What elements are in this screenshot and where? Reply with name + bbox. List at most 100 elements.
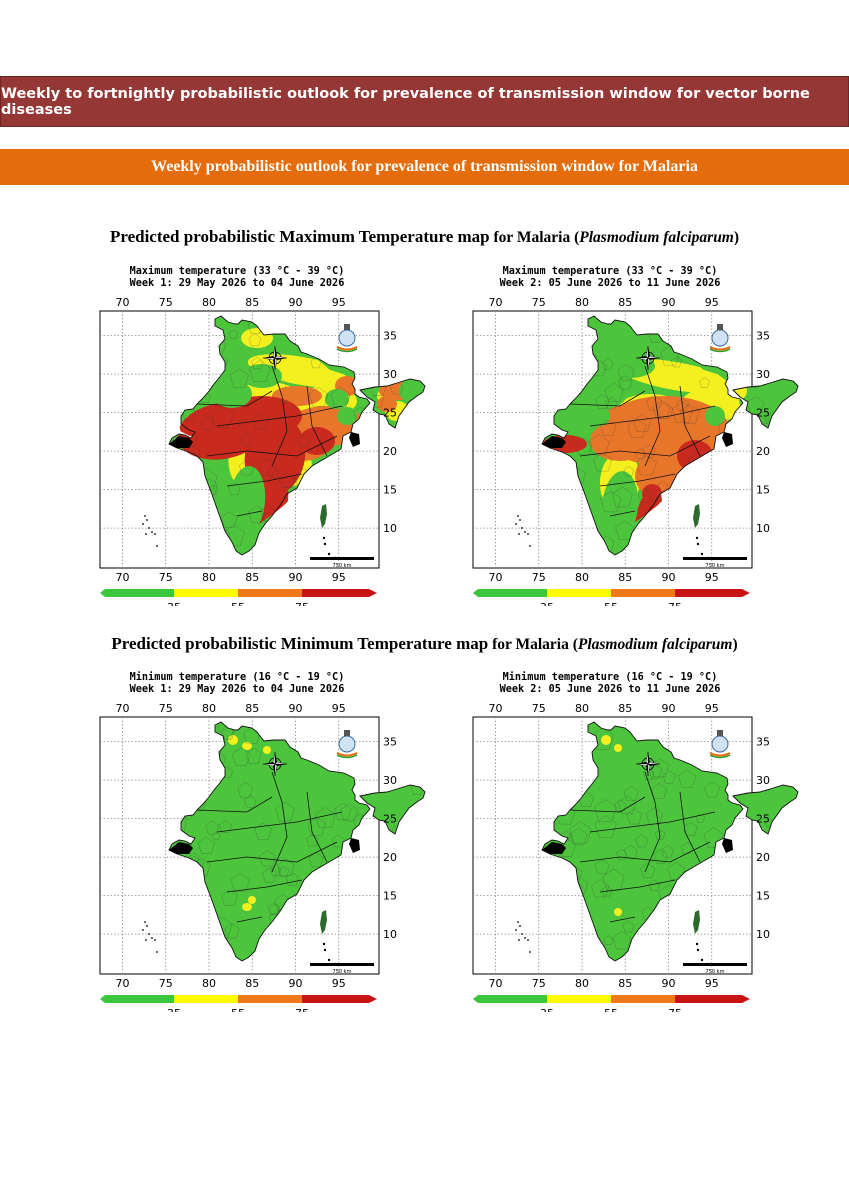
colorbar-segment (238, 995, 302, 1003)
lat-tick-right: 25 (756, 813, 770, 826)
scale-bar: 750 km (683, 557, 747, 569)
lon-tick-bottom: 70 (115, 571, 129, 584)
colorbar-segment (105, 589, 174, 597)
map-figure: 750 km7070757580808585909095953535303025… (472, 296, 799, 606)
imd-logo-icon (336, 324, 358, 353)
map-title-line2: Week 1: 29 May 2026 to 04 June 2026 (129, 278, 345, 289)
lon-tick-bottom: 75 (159, 571, 173, 584)
scale-bar-label: 750 km (333, 969, 352, 975)
map-title-line1: Maximum temperature (33 °C - 39 °C) (502, 266, 718, 277)
map-figure: 750 km7070757580808585909095953535303025… (99, 296, 426, 606)
lon-tick-top: 90 (661, 702, 675, 715)
lat-tick-right: 20 (756, 851, 770, 864)
lat-tick-right: 30 (383, 368, 397, 381)
lon-tick-top: 95 (332, 702, 346, 715)
map-title-line2: Week 2: 05 June 2026 to 11 June 2026 (499, 684, 721, 695)
colorbar-label: 55 (604, 601, 618, 606)
colorbar-segment (547, 995, 611, 1003)
lon-tick-top: 75 (159, 702, 173, 715)
lat-tick-right: 20 (383, 851, 397, 864)
scale-bar: 750 km (310, 963, 374, 975)
lat-tick-right: 15 (383, 890, 397, 903)
colorbar: 35 55 75 (100, 589, 377, 606)
map-title: Minimum temperature (16 °C - 19 °C) Week … (97, 672, 377, 696)
lat-tick-right: 20 (383, 445, 397, 458)
colorbar-label: 55 (231, 601, 245, 606)
north-arrow-icon (635, 345, 661, 371)
north-arrow-icon (262, 345, 288, 371)
imd-logo-icon (336, 730, 358, 759)
islands (515, 504, 710, 560)
lon-tick-bottom: 80 (575, 571, 589, 584)
lon-tick-top: 80 (575, 296, 589, 309)
lon-tick-top: 90 (288, 296, 302, 309)
lat-tick-right: 35 (756, 330, 770, 343)
lon-tick-top: 75 (532, 702, 546, 715)
colorbar-label: 55 (231, 1007, 245, 1012)
min-temp-week2-map: 750 km7070757580808585909095953535303025… (470, 672, 830, 1012)
colorbar-segment (478, 589, 547, 597)
colorbar-segment (675, 589, 742, 597)
colorbar: 35 55 75 (100, 995, 377, 1012)
colorbar-segment (238, 589, 302, 597)
imd-logo-icon (709, 324, 731, 353)
lon-tick-top: 85 (245, 296, 259, 309)
lon-tick-top: 70 (115, 702, 129, 715)
lon-tick-bottom: 95 (705, 977, 719, 990)
lon-tick-top: 85 (618, 296, 632, 309)
lon-tick-bottom: 95 (705, 571, 719, 584)
colorbar: 35 55 75 (473, 995, 750, 1012)
colorbar-label: 35 (167, 601, 181, 606)
lon-tick-bottom: 80 (202, 977, 216, 990)
lon-tick-bottom: 70 (115, 977, 129, 990)
main-banner-title: Weekly to fortnightly probabilistic outl… (1, 85, 810, 118)
lon-tick-top: 75 (159, 296, 173, 309)
lon-tick-bottom: 75 (159, 977, 173, 990)
map-title: Maximum temperature (33 °C - 39 °C) Week … (470, 266, 750, 290)
min-temp-section-title: Predicted probabilistic Minimum Temperat… (111, 634, 738, 653)
lon-tick-top: 95 (332, 296, 346, 309)
colorbar-segment (302, 995, 369, 1003)
colorbar: 35 55 75 (473, 589, 750, 606)
colorbar-segment (611, 589, 675, 597)
lat-tick-right: 15 (756, 890, 770, 903)
sub-banner-title: Weekly probabilistic outlook for prevale… (151, 158, 698, 175)
lat-tick-right: 35 (383, 330, 397, 343)
colorbar-label: 75 (668, 1007, 682, 1012)
lon-tick-bottom: 85 (245, 977, 259, 990)
max-temp-week2-map: 750 km7070757580808585909095953535303025… (470, 266, 830, 606)
lon-tick-bottom: 90 (288, 571, 302, 584)
scale-bar-label: 750 km (706, 563, 725, 569)
colorbar-label: 35 (540, 1007, 554, 1012)
colorbar-segment (174, 589, 238, 597)
lon-tick-top: 85 (618, 702, 632, 715)
main-banner: Weekly to fortnightly probabilistic outl… (0, 76, 849, 127)
north-arrow-icon (635, 751, 661, 777)
lon-tick-bottom: 90 (661, 977, 675, 990)
lon-tick-top: 75 (532, 296, 546, 309)
lon-tick-top: 80 (202, 702, 216, 715)
lon-tick-top: 70 (488, 702, 502, 715)
colorbar-label: 75 (295, 1007, 309, 1012)
colorbar-segment (547, 589, 611, 597)
lon-tick-top: 80 (202, 296, 216, 309)
map-title-line1: Minimum temperature (16 °C - 19 °C) (129, 672, 345, 683)
lon-tick-top: 70 (488, 296, 502, 309)
lon-tick-bottom: 90 (661, 571, 675, 584)
map-title: Minimum temperature (16 °C - 19 °C) Week … (470, 672, 750, 696)
lon-tick-bottom: 80 (202, 571, 216, 584)
map-title-line1: Minimum temperature (16 °C - 19 °C) (502, 672, 718, 683)
lon-tick-bottom: 85 (245, 571, 259, 584)
axis-ticks: 7070757580808585909095953535303025252020… (115, 296, 397, 584)
lon-tick-top: 90 (288, 702, 302, 715)
colorbar-label: 35 (167, 1007, 181, 1012)
map-title-line2: Week 2: 05 June 2026 to 11 June 2026 (499, 278, 721, 289)
lon-tick-bottom: 70 (488, 977, 502, 990)
north-arrow-icon (262, 751, 288, 777)
map-title-line1: Maximum temperature (33 °C - 39 °C) (129, 266, 345, 277)
lat-tick-right: 10 (756, 522, 770, 535)
lat-tick-right: 10 (383, 522, 397, 535)
lon-tick-bottom: 75 (532, 977, 546, 990)
islands (142, 504, 337, 560)
lat-tick-right: 25 (383, 813, 397, 826)
